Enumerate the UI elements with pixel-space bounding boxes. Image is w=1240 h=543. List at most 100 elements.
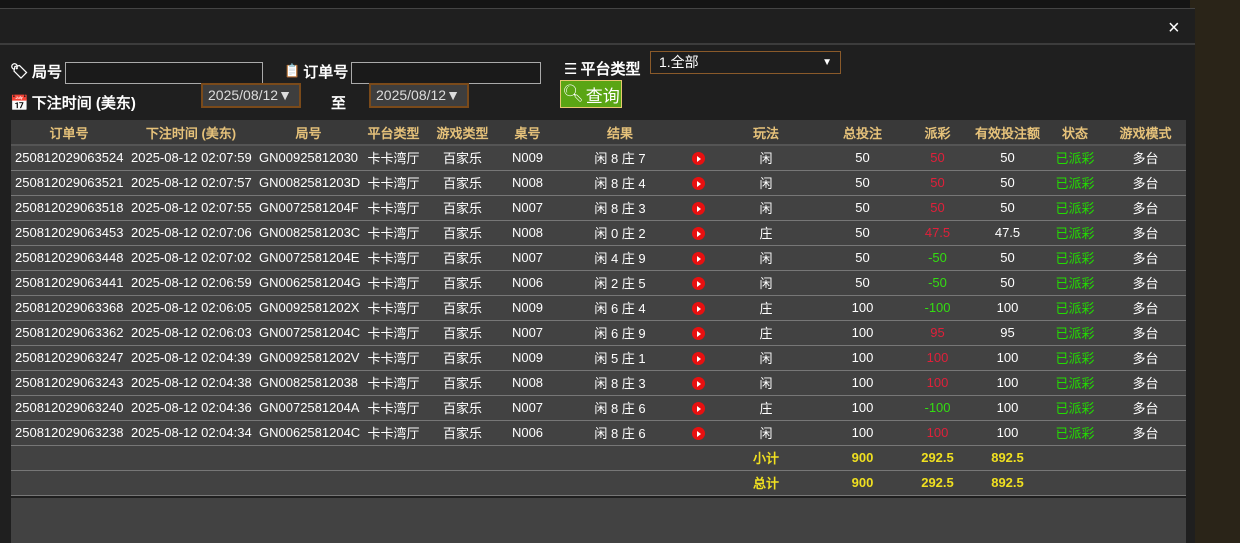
table-row[interactable]: 250812029063453 2025-08-12 02:07:06 GN0082… [11, 220, 1186, 246]
cell-10: -50 [905, 270, 970, 296]
video-play-icon[interactable] [685, 420, 712, 446]
cell [1105, 445, 1186, 471]
cell-6: 闲 6 庄 9 [555, 320, 685, 346]
cell-5: N009 [500, 295, 555, 321]
cell-8: 庄 [712, 220, 820, 246]
table-row[interactable]: 250812029063521 2025-08-12 02:07:57 GN0082… [11, 170, 1186, 196]
cell-9: 100 [820, 420, 905, 446]
cell-8: 闲 [712, 420, 820, 446]
cell-13: 多台 [1105, 245, 1186, 271]
order-filter: 📋 订单号 [284, 58, 542, 84]
date-from[interactable]: 2025/08/12▼ [201, 83, 301, 108]
video-play-icon[interactable] [685, 370, 712, 396]
video-play-icon[interactable] [685, 195, 712, 221]
video-play-icon[interactable] [685, 295, 712, 321]
list-icon: ☰ [564, 60, 578, 78]
table-row[interactable]: 250812029063243 2025-08-12 02:04:38 GN0082… [11, 370, 1186, 396]
cell-9: 100 [820, 395, 905, 421]
cell-1: 2025-08-12 02:06:03 [127, 320, 255, 346]
cell-1: 2025-08-12 02:04:38 [127, 370, 255, 396]
platform-select[interactable]: 1.全部 ▼ [650, 51, 841, 74]
cell-9: 100 [820, 320, 905, 346]
video-play-icon[interactable] [685, 345, 712, 371]
column-header: 状态 [1045, 120, 1105, 146]
cell-2: GN0072581204E [255, 245, 362, 271]
cell-13: 多台 [1105, 170, 1186, 196]
cell-12: 已派彩 [1045, 320, 1105, 346]
cell [425, 445, 500, 471]
video-play-icon[interactable] [685, 145, 712, 171]
cell-1: 2025-08-12 02:07:06 [127, 220, 255, 246]
cell-12: 已派彩 [1045, 295, 1105, 321]
cell-8: 庄 [712, 395, 820, 421]
cell-6: 闲 5 庄 1 [555, 345, 685, 371]
cell-1: 2025-08-12 02:07:55 [127, 195, 255, 221]
cell-9: 100 [820, 345, 905, 371]
video-play-icon[interactable] [685, 320, 712, 346]
video-play-icon[interactable] [685, 395, 712, 421]
table-row[interactable]: 250812029063368 2025-08-12 02:06:05 GN0092… [11, 295, 1186, 321]
cell-4: 百家乐 [425, 245, 500, 271]
cell-9: 100 [820, 295, 905, 321]
cell-12: 已派彩 [1045, 170, 1105, 196]
cell-1: 2025-08-12 02:06:05 [127, 295, 255, 321]
cell-4: 百家乐 [425, 295, 500, 321]
cell-2: GN0062581204C [255, 420, 362, 446]
cell-0: 250812029063453 [11, 220, 127, 246]
cell-3: 卡卡湾厅 [362, 370, 425, 396]
table-row[interactable]: 250812029063247 2025-08-12 02:04:39 GN0092… [11, 345, 1186, 371]
cell [362, 445, 425, 471]
close-button[interactable]: × [1168, 17, 1180, 39]
cell-10: -100 [905, 295, 970, 321]
cell [685, 445, 712, 471]
cell-6: 闲 8 庄 3 [555, 195, 685, 221]
cell-2: GN0082581203C [255, 220, 362, 246]
table-row[interactable]: 250812029063518 2025-08-12 02:07:55 GN0072… [11, 195, 1186, 221]
cell-11: 100 [970, 395, 1045, 421]
cell-5: N006 [500, 420, 555, 446]
cell [11, 445, 127, 471]
cell-2: GN0062581204G [255, 270, 362, 296]
cell-3: 卡卡湾厅 [362, 345, 425, 371]
cell-6: 闲 6 庄 4 [555, 295, 685, 321]
column-header: 局号 [255, 120, 362, 146]
cell-10: 95 [905, 320, 970, 346]
order-input[interactable] [351, 62, 542, 84]
cell-0: 250812029063524 [11, 145, 127, 171]
cell-8: 闲 [712, 145, 820, 171]
cell-12: 已派彩 [1045, 220, 1105, 246]
cell-3: 卡卡湾厅 [362, 245, 425, 271]
cell-13: 多台 [1105, 345, 1186, 371]
query-button[interactable]: 🔍︎ 查询 [560, 80, 622, 108]
video-play-icon[interactable] [685, 245, 712, 271]
background-game [1190, 0, 1240, 543]
cell-2: GN0092581202X [255, 295, 362, 321]
cell-11: 100 [970, 295, 1045, 321]
cell-10: 50 [905, 195, 970, 221]
cell-5: N006 [500, 270, 555, 296]
video-play-icon[interactable] [685, 270, 712, 296]
cell-9: 100 [820, 370, 905, 396]
cell-8: 闲 [712, 370, 820, 396]
table-row[interactable]: 250812029063238 2025-08-12 02:04:34 GN0062… [11, 420, 1186, 446]
table-row[interactable]: 250812029063240 2025-08-12 02:04:36 GN0072… [11, 395, 1186, 421]
cell [255, 470, 362, 496]
round-input[interactable] [65, 62, 264, 84]
video-play-icon[interactable] [685, 170, 712, 196]
table-row[interactable]: 250812029063441 2025-08-12 02:06:59 GN0062… [11, 270, 1186, 296]
table-row[interactable]: 250812029063524 2025-08-12 02:07:59 GN0092… [11, 145, 1186, 171]
date-to[interactable]: 2025/08/12▼ [369, 83, 469, 108]
table-row[interactable]: 250812029063448 2025-08-12 02:07:02 GN0072… [11, 245, 1186, 271]
cell-4: 百家乐 [425, 195, 500, 221]
cell-3: 卡卡湾厅 [362, 170, 425, 196]
video-play-icon[interactable] [685, 220, 712, 246]
cell-11: 50 [970, 170, 1045, 196]
query-label: 查询 [585, 86, 620, 106]
cell-10: -100 [905, 395, 970, 421]
cell-5: N007 [500, 195, 555, 221]
table-row[interactable]: 250812029063362 2025-08-12 02:06:03 GN0072… [11, 320, 1186, 346]
cell-4: 百家乐 [425, 220, 500, 246]
cell-10: 100 [905, 420, 970, 446]
subtotal-label: 小计 [712, 445, 820, 471]
cell-4: 百家乐 [425, 270, 500, 296]
